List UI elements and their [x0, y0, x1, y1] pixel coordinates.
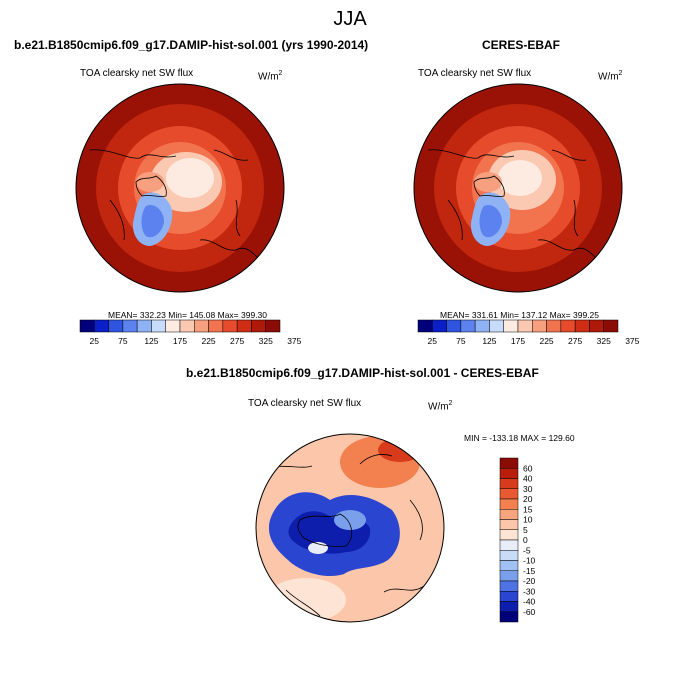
diff-variable-label: TOA clearsky net SW flux [248, 398, 362, 409]
obs-colorbar-box [517, 319, 533, 333]
diff-colorbar-tick-label: 15 [523, 504, 533, 514]
model-colorbar-box [151, 319, 166, 333]
obs-polar-map [414, 84, 622, 292]
model-map-border [75, 83, 285, 293]
obs-colorbar-box [503, 319, 519, 333]
model-colorbar-box [94, 319, 109, 333]
model-colorbar-box [208, 319, 224, 333]
model-colorbar-tick-label: 175 [173, 336, 187, 346]
model-colorbar-tick-label: 125 [144, 336, 158, 346]
diff-colorbar-box [499, 539, 519, 551]
diff-colorbar-tick-label: 0 [523, 535, 528, 545]
model-colorbar-tick-label: 25 [90, 336, 100, 346]
model-colorbar-box [79, 319, 95, 333]
diff-colorbar-box [499, 519, 519, 530]
obs-colorbar-tick-label: 275 [568, 336, 582, 346]
model-colorbar-box [122, 319, 138, 333]
obs-colorbar-tick-label: 175 [511, 336, 525, 346]
obs-colorbar: 25 75 125 175 225 275 325 375 [417, 319, 640, 346]
model-colorbar-box [165, 319, 181, 333]
diff-colorbar-tick-label: -20 [523, 576, 536, 586]
obs-variable-label: TOA clearsky net SW flux [418, 68, 532, 79]
diff-colorbar-tick-label: 40 [523, 474, 533, 484]
diff-colorbar-box [499, 560, 519, 571]
diff-colorbar-tick-label: -60 [523, 607, 536, 617]
model-stats: MEAN= 332.23 Min= 145.08 Max= 399.30 [108, 310, 268, 320]
model-polar-map [76, 84, 284, 292]
obs-colorbar-box [546, 319, 562, 333]
model-units-label: W/m2 [258, 70, 283, 83]
diff-colorbar-tick-label: 60 [523, 463, 533, 473]
model-colorbar-box [179, 319, 195, 333]
diff-panel-title: b.e21.B1850cmip6.f09_g17.DAMIP-hist-sol.… [186, 366, 539, 380]
diff-colorbar-box [499, 580, 519, 592]
diff-colorbar-tick-label: 30 [523, 484, 533, 494]
obs-colorbar-box [417, 319, 433, 333]
diff-colorbar-tick-label: 20 [523, 494, 533, 504]
obs-colorbar-box [574, 319, 590, 333]
diff-map-border [255, 433, 445, 623]
diff-colorbar-box [499, 509, 519, 520]
model-colorbar-box [251, 319, 266, 333]
model-variable-label: TOA clearsky net SW flux [80, 68, 194, 79]
model-colorbar-tick-label: 325 [259, 336, 273, 346]
diff-colorbar-tick-label: -5 [523, 545, 531, 555]
diff-colorbar-box [499, 570, 519, 582]
diff-stats: MIN = -133.18 MAX = 129.60 [464, 433, 575, 443]
obs-colorbar-tick-label: 25 [428, 336, 438, 346]
diff-polar-map [256, 434, 444, 622]
diff-colorbar-tick-label: -15 [523, 566, 536, 576]
diff-colorbar-box [499, 468, 519, 479]
obs-colorbar-box [446, 319, 462, 333]
obs-colorbar-tick-label: 225 [539, 336, 553, 346]
diff-colorbar-tick-label: 5 [523, 525, 528, 535]
model-colorbar: 25 75 125 175 225 275 325 375 [79, 319, 302, 346]
model-colorbar-tick-label: 375 [287, 336, 301, 346]
diff-colorbar-box [499, 591, 519, 602]
obs-units-label: W/m2 [598, 70, 623, 83]
obs-colorbar-tick-label: 325 [597, 336, 611, 346]
obs-colorbar-box [474, 319, 490, 333]
obs-colorbar-box [432, 319, 447, 333]
model-colorbar-box [236, 319, 252, 333]
model-colorbar-tick-label: 225 [201, 336, 215, 346]
model-colorbar-box [194, 319, 209, 333]
obs-panel-title: CERES-EBAF [482, 38, 561, 52]
diff-colorbar-box [499, 478, 519, 489]
obs-colorbar-tick-label: 75 [456, 336, 466, 346]
obs-stats: MEAN= 331.61 Min= 137.12 Max= 399.25 [440, 310, 600, 320]
model-colorbar-box [222, 319, 238, 333]
obs-colorbar-box [460, 319, 476, 333]
diff-colorbar-tick-label: 10 [523, 515, 533, 525]
model-colorbar-tick-label: 75 [118, 336, 128, 346]
obs-colorbar-box [560, 319, 576, 333]
model-colorbar-box [108, 319, 124, 333]
diff-colorbar-box [499, 601, 519, 612]
obs-colorbar-box [489, 319, 504, 333]
model-panel-title: b.e21.B1850cmip6.f09_g17.DAMIP-hist-sol.… [14, 38, 369, 52]
diff-units-label: W/m2 [428, 400, 453, 413]
diff-colorbar-tick-label: -10 [523, 556, 536, 566]
figure-title: JJA [333, 8, 367, 30]
obs-colorbar-box [603, 319, 619, 333]
diff-colorbar-tick-label: -30 [523, 586, 536, 596]
obs-colorbar-box [532, 319, 547, 333]
model-colorbar-box [265, 319, 281, 333]
diff-colorbar-box [499, 488, 519, 500]
model-colorbar-box [136, 319, 152, 333]
obs-map-border [413, 83, 623, 293]
diff-colorbar-box [499, 611, 519, 623]
diff-colorbar-tick-label: -40 [523, 597, 536, 607]
diff-colorbar-box [499, 550, 519, 561]
obs-colorbar-box [589, 319, 604, 333]
diff-colorbar-box [499, 529, 519, 541]
obs-colorbar-tick-label: 125 [482, 336, 496, 346]
diff-colorbar-box [499, 457, 519, 469]
diff-colorbar-box [499, 498, 519, 510]
obs-colorbar-tick-label: 375 [625, 336, 639, 346]
model-colorbar-tick-label: 275 [230, 336, 244, 346]
